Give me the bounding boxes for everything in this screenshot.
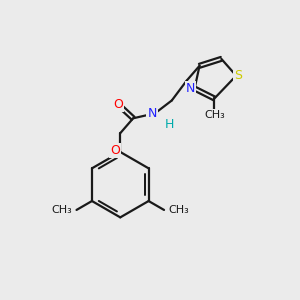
Text: O: O bbox=[110, 143, 120, 157]
Text: CH₃: CH₃ bbox=[168, 205, 189, 215]
Text: S: S bbox=[234, 69, 242, 82]
Text: H: H bbox=[165, 118, 175, 131]
Text: CH₃: CH₃ bbox=[204, 110, 225, 120]
Text: N: N bbox=[186, 82, 195, 95]
Text: N: N bbox=[147, 107, 157, 120]
Text: CH₃: CH₃ bbox=[52, 205, 73, 215]
Text: O: O bbox=[113, 98, 123, 111]
